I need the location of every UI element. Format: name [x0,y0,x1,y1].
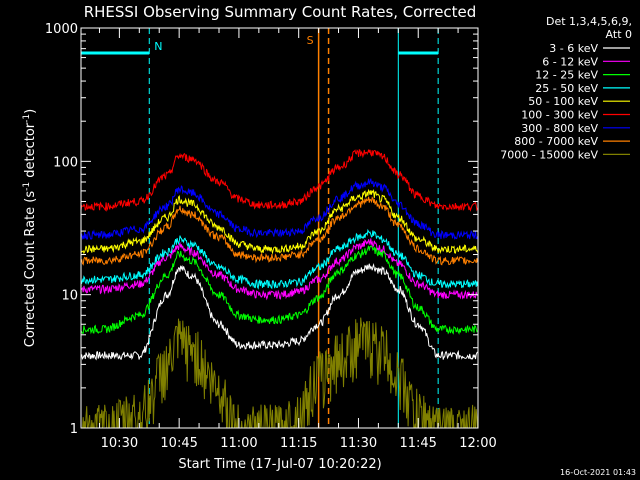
y-tick-label: 1 [70,422,78,437]
x-tick-label: 10:45 [160,436,197,451]
x-axis-label: Start Time (17-Jul-07 10:20:22) [178,457,381,472]
legend-label: 100 - 300 keV [521,109,598,122]
chart-title: RHESSI Observing Summary Count Rates, Co… [84,3,477,21]
series-line-7 [81,179,478,240]
legend-label: 25 - 50 keV [535,82,598,95]
series-layer [81,150,478,431]
series-line-9 [81,318,478,431]
legend-label: 300 - 800 keV [521,122,598,135]
legend-label: 800 - 7000 keV [514,135,598,148]
y-axis: 1 10 100 1000 [45,22,478,437]
legend-label: 6 - 12 keV [542,55,598,68]
y-tick-label: 10 [61,289,78,304]
y-tick-label: 1000 [45,22,78,37]
legend-header-2: Att 0 [606,28,632,41]
x-tick-label: 11:45 [399,436,436,451]
legend-label: 12 - 25 keV [535,69,598,82]
y-axis-label: Corrected Count Rate (s-1 detector-1) [22,109,38,347]
x-tick-label: 10:30 [101,436,138,451]
legend-label: 3 - 6 keV [549,42,598,55]
x-tick-label: 11:15 [280,436,317,451]
y-tick-label: 100 [53,155,78,170]
legend-label: 7000 - 15000 keV [500,148,598,161]
x-tick-label: 12:00 [459,436,496,451]
x-tick-label: 11:00 [220,436,257,451]
timestamp: 16-Oct-2021 01:43 [560,468,636,477]
x-tick-label: 11:30 [340,436,377,451]
night-label: N [154,40,162,53]
saa-label: S [307,34,314,47]
legend-label: 50 - 100 keV [528,95,598,108]
series-line-6 [81,150,478,211]
x-axis: 10:30 10:45 11:00 11:15 11:30 11:45 12:00 [99,28,496,451]
legend-header-1: Det 1,3,4,5,6,9, [546,15,632,28]
